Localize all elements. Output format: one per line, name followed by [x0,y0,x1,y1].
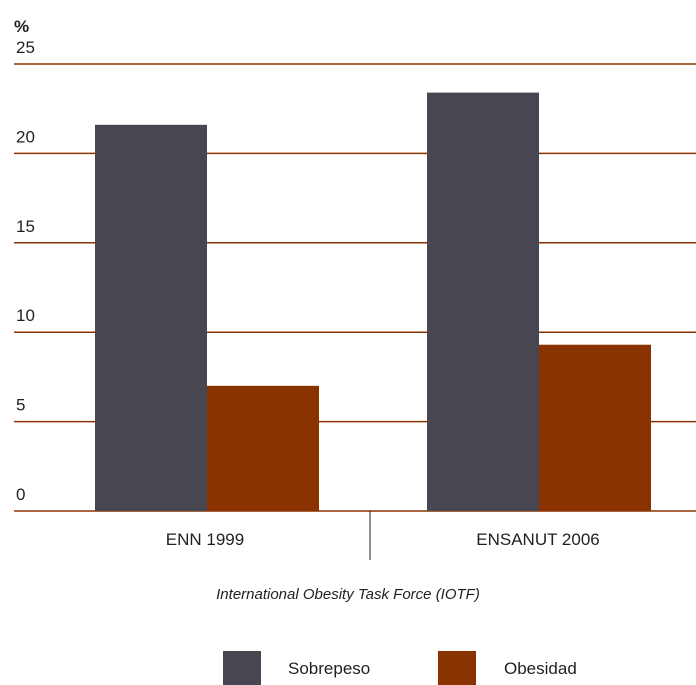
legend-label: Sobrepeso [288,659,370,678]
y-tick-label: 20 [16,127,35,146]
y-tick-label: 5 [16,396,25,415]
y-tick-label: 15 [16,217,35,236]
category-label: ENN 1999 [166,530,244,549]
x-axis-label: International Obesity Task Force (IOTF) [216,586,480,603]
y-unit-label: % [14,17,29,36]
legend: Sobrepeso Obesidad [223,651,577,685]
bar-obesidad-1 [207,385,319,511]
y-tick-labels: 0 5 10 15 20 25 [16,38,35,504]
legend-label: Obesidad [504,659,577,678]
y-tick-label: 25 [16,38,35,57]
bars [95,92,651,512]
category-labels: ENN 1999 ENSANUT 2006 [166,530,600,549]
y-tick-label: 0 [16,485,25,504]
bar-sobrepeso-1 [95,124,207,512]
legend-swatch [223,651,261,685]
y-tick-label: 10 [16,306,35,325]
legend-swatch [438,651,476,685]
category-label: ENSANUT 2006 [476,530,599,549]
bar-sobrepeso-2 [427,92,539,511]
bar-obesidad-2 [539,344,651,511]
